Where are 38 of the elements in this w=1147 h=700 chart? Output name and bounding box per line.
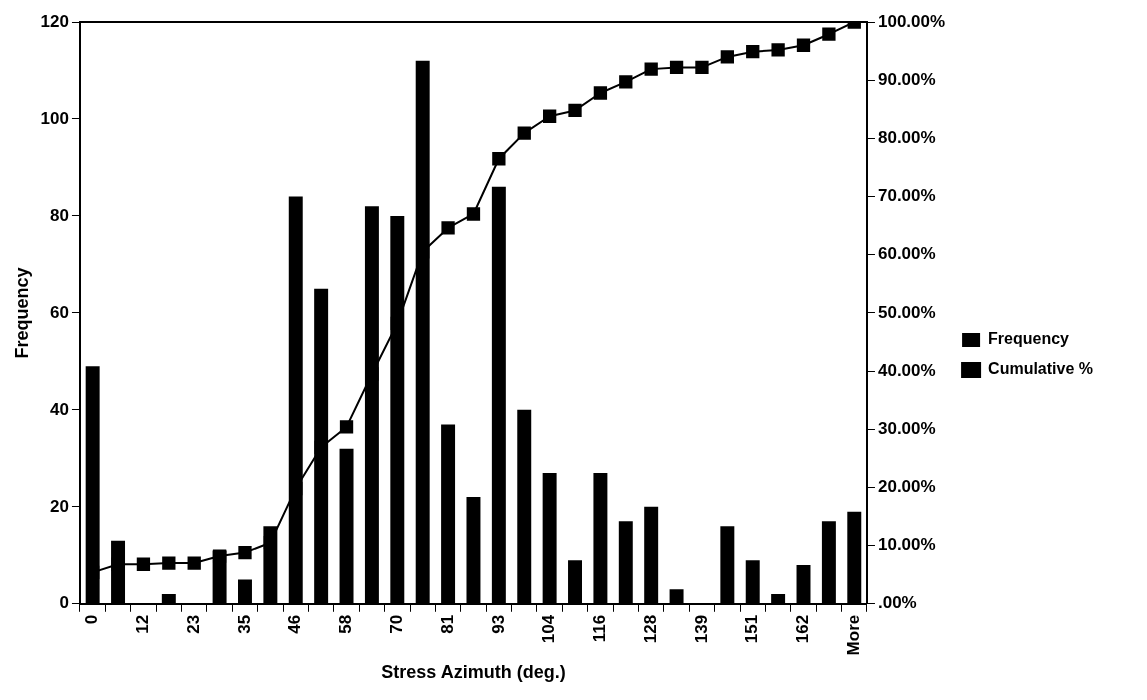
y2-tick-label: 30.00% [877, 418, 936, 438]
x-tick-label: 93 [488, 614, 508, 634]
x-tick-label: 139 [691, 614, 711, 644]
x-tick-label: 58 [336, 614, 356, 634]
y2-tick-label: .00% [877, 593, 917, 613]
x-axis-title: Stress Azimuth (deg.) [381, 662, 566, 683]
x-tick-label: 23 [183, 614, 203, 634]
x-tick-label: 0 [82, 614, 102, 625]
y2-tick-label: 60.00% [877, 244, 936, 264]
y-tick-label: 100 [40, 108, 69, 128]
x-tick-label: 46 [285, 614, 305, 634]
y-tick-label: 120 [40, 11, 69, 31]
y2-tick-label: 80.00% [877, 128, 936, 148]
y-axis-title: Frequency [11, 267, 32, 359]
y-tick-label: 60 [50, 302, 69, 322]
y-tick-label: 0 [59, 593, 69, 613]
legend-label: Frequency [988, 330, 1070, 348]
x-tick-label: 151 [742, 614, 762, 644]
x-tick-label: 116 [590, 614, 610, 643]
y2-tick-label: 90.00% [877, 69, 936, 89]
x-tick-label: 12 [133, 614, 153, 634]
x-tick-label: 104 [539, 614, 559, 644]
y2-tick-label: 50.00% [877, 302, 936, 322]
x-tick-label: 35 [234, 614, 254, 634]
y2-tick-label: 70.00% [877, 186, 936, 206]
y-tick-label: 40 [50, 399, 69, 419]
y2-tick-label: 10.00% [877, 535, 936, 555]
y2-tick-label: 20.00% [877, 477, 936, 497]
y2-tick-label: 40.00% [877, 360, 936, 380]
x-tick-label: More [843, 614, 863, 656]
x-tick-label: 70 [386, 614, 406, 634]
x-tick-label: 162 [793, 614, 813, 644]
y-tick-label: 20 [50, 496, 69, 516]
y-tick-label: 80 [50, 205, 69, 225]
legend-label: Cumulative % [988, 360, 1094, 378]
x-tick-label: 81 [437, 614, 457, 634]
x-tick-label: 128 [640, 614, 660, 644]
y2-tick-label: 100.00% [877, 11, 946, 31]
